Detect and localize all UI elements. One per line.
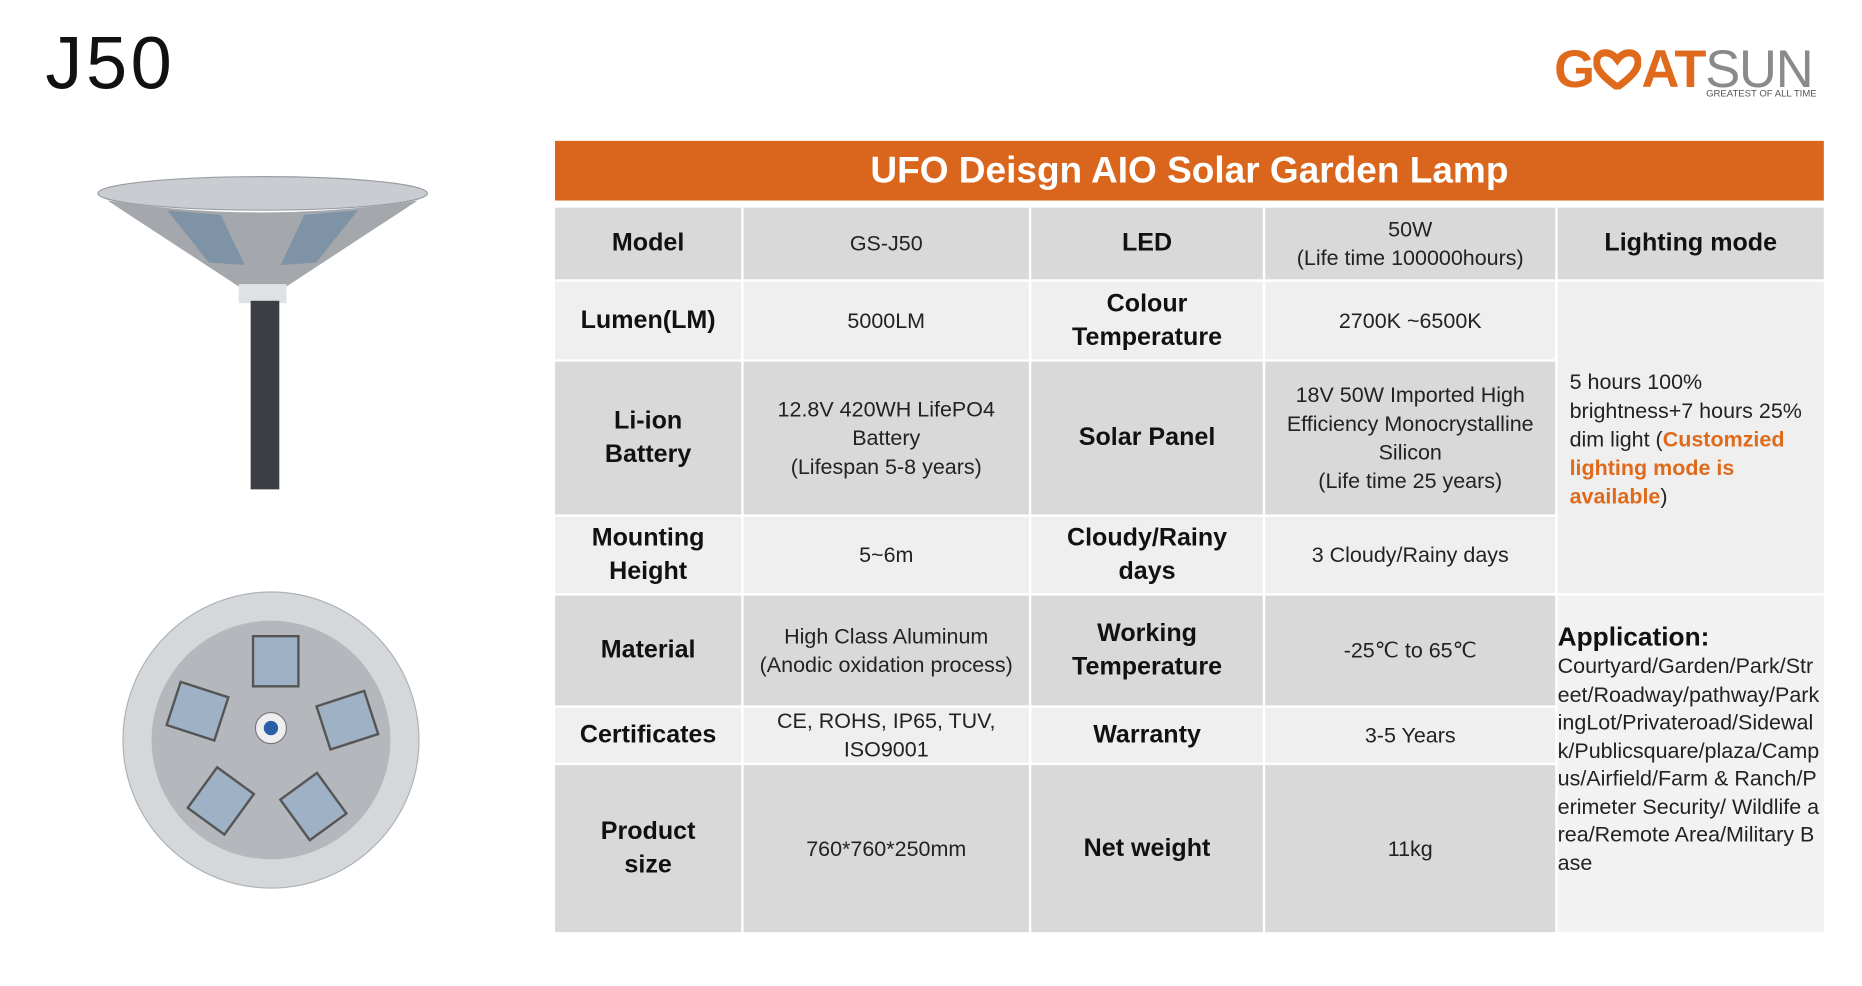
- logo-text: G: [1554, 40, 1595, 100]
- spec-label: Li-ion Battery: [555, 361, 742, 515]
- spec-label: Mounting Height: [555, 516, 742, 594]
- spec-label: Warranty: [1031, 707, 1263, 763]
- lamp-side-image: [97, 176, 428, 490]
- logo-text: AT: [1641, 40, 1706, 100]
- spec-label: Certificates: [555, 707, 742, 763]
- spec-label: LED: [1031, 207, 1263, 280]
- spec-label: Lumen(LM): [555, 281, 742, 360]
- spec-label: Working Temperature: [1031, 595, 1263, 706]
- spec-value: 760*760*250mm: [743, 765, 1029, 933]
- spec-label: Solar Panel: [1031, 361, 1263, 515]
- lighting-mode-part: ): [1660, 484, 1668, 509]
- spec-value: GS-J50: [743, 207, 1029, 280]
- spec-label: Net weight: [1031, 765, 1263, 933]
- spec-label: Model: [555, 207, 742, 280]
- lamp-bottom-image: [122, 591, 420, 889]
- spec-value: 50W (Life time 100000hours): [1265, 207, 1556, 280]
- spec-label: Product size: [555, 765, 742, 933]
- spec-label: Material: [555, 595, 742, 706]
- spec-value: 12.8V 420WH LifePO4 Battery (Lifespan 5-…: [743, 361, 1029, 515]
- application-text: Courtyard/Garden/Park/Street/Roadway/pat…: [1557, 654, 1820, 875]
- spec-value: 18V 50W Imported High Efficiency Monocry…: [1265, 361, 1556, 515]
- lighting-mode-text: 5 hours 100% brightness+7 hours 25% dim …: [1557, 281, 1824, 594]
- spec-value: 2700K ~6500K: [1265, 281, 1556, 360]
- lighting-mode-highlight: Customzied lighting mode is available: [1569, 427, 1785, 509]
- logo-text: SUN: [1705, 40, 1814, 100]
- application-label: Application:: [1557, 621, 1710, 652]
- spec-value: 3 Cloudy/Rainy days: [1265, 516, 1556, 594]
- spec-value: -25℃ to 65℃: [1265, 595, 1556, 706]
- logo-tagline: GREATEST OF ALL TIME: [1706, 88, 1817, 100]
- spec-value: 3-5 Years: [1265, 707, 1556, 763]
- spec-value: 11kg: [1265, 765, 1556, 933]
- logo-heart: [1593, 49, 1642, 92]
- table-heading: UFO Deisgn AIO Solar Garden Lamp: [555, 140, 1824, 201]
- spec-value: 5~6m: [743, 516, 1029, 594]
- spec-value: High Class Aluminum (Anodic oxidation pr…: [743, 595, 1029, 706]
- model-title: J50: [45, 22, 176, 106]
- spec-label: Colour Temperature: [1031, 281, 1263, 360]
- lighting-mode-part: 5 hours 100% brightness+7 hours 25% dim …: [1569, 370, 1802, 452]
- application-cell: Application: Courtyard/Garden/Park/Stree…: [1557, 595, 1824, 933]
- lighting-mode-label: Lighting mode: [1557, 207, 1824, 280]
- spec-label: Cloudy/Rainy days: [1031, 516, 1263, 594]
- spec-value: 5000LM: [743, 281, 1029, 360]
- logo: G ATSUN GREATEST OF ALL TIME: [1554, 41, 1817, 101]
- spec-value: CE, ROHS, IP65, TUV, ISO9001: [743, 707, 1029, 763]
